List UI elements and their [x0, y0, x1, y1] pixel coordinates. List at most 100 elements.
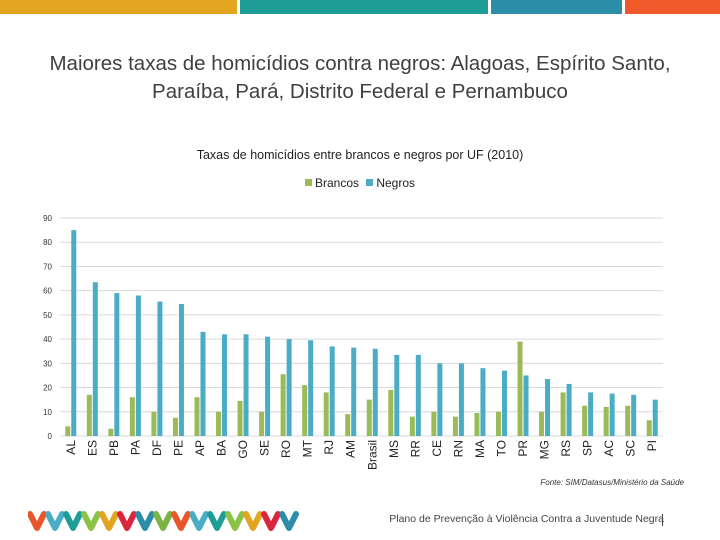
- bar-brancos: [603, 406, 609, 436]
- logo-mark: [207, 511, 227, 531]
- footer-plan-text: Plano de Prevenção à Violência Contra a …: [389, 513, 664, 525]
- bar-negros: [545, 379, 551, 436]
- y-tick-label: 80: [43, 238, 52, 247]
- bar-negros: [351, 347, 357, 436]
- bar-negros: [71, 230, 77, 436]
- bar-negros: [566, 383, 572, 436]
- x-tick-label: ES: [85, 440, 99, 456]
- bar-negros: [178, 303, 184, 436]
- bar-negros: [523, 375, 529, 436]
- legend-item-negros: Negros: [366, 176, 415, 190]
- bar-negros: [157, 301, 163, 436]
- logo-mark: [189, 511, 209, 531]
- bar-brancos: [151, 411, 157, 436]
- bar-negros: [480, 368, 486, 436]
- x-tick-label: MG: [538, 440, 552, 459]
- bar-brancos: [409, 416, 415, 436]
- bar-negros: [308, 340, 314, 436]
- x-tick-label: SC: [624, 440, 638, 457]
- bar-negros: [114, 293, 120, 436]
- bar-brancos: [237, 400, 243, 436]
- bar-brancos: [646, 420, 652, 436]
- bar-negros: [437, 363, 443, 436]
- bar-brancos: [280, 374, 286, 436]
- logo-mark: [28, 511, 47, 531]
- y-tick-label: 70: [43, 262, 52, 271]
- bar-brancos: [539, 411, 545, 436]
- bar-brancos: [302, 385, 308, 436]
- x-tick-label: BA: [215, 440, 229, 456]
- bar-negros: [609, 393, 615, 436]
- bar-negros: [222, 334, 228, 436]
- logo-mark: [225, 511, 245, 531]
- logo-mark: [279, 511, 299, 531]
- bar-brancos: [129, 397, 135, 436]
- bar-brancos: [431, 411, 437, 436]
- x-tick-label: RO: [279, 440, 293, 458]
- y-tick-label: 90: [43, 214, 52, 223]
- logo-mark: [243, 511, 263, 531]
- bar-negros: [415, 354, 421, 436]
- bar-negros: [286, 339, 292, 436]
- bar-negros: [501, 370, 507, 436]
- bar-brancos: [517, 341, 523, 436]
- x-tick-label: SE: [258, 440, 272, 456]
- bar-brancos: [495, 411, 501, 436]
- bar-brancos: [625, 405, 631, 436]
- x-tick-label: TO: [494, 440, 508, 456]
- top-bar-segment: [240, 0, 488, 14]
- y-tick-label: 60: [43, 287, 52, 296]
- logo-mark: [171, 511, 191, 531]
- bar-brancos: [86, 394, 92, 436]
- x-tick-label: AM: [344, 440, 358, 458]
- x-tick-label: PA: [128, 440, 142, 455]
- bar-brancos: [108, 428, 114, 436]
- bar-negros: [588, 392, 594, 436]
- bar-brancos: [388, 389, 394, 436]
- x-tick-label: RS: [559, 440, 573, 457]
- slide-title: Maiores taxas de homicídios contra negro…: [49, 52, 671, 103]
- legend-swatch-negros: [366, 179, 374, 186]
- bar-negros: [631, 394, 637, 436]
- legend-label-brancos: Brancos: [314, 176, 359, 190]
- x-tick-label: MT: [301, 439, 315, 457]
- y-tick-label: 50: [43, 311, 52, 320]
- logo-mark: [261, 511, 281, 531]
- bar-negros: [243, 334, 249, 436]
- bar-negros: [135, 295, 141, 436]
- bar-brancos: [194, 397, 200, 436]
- bar-brancos: [474, 412, 480, 436]
- x-tick-label: DF: [150, 440, 164, 456]
- chart-title: Taxas de homicídios entre brancos e negr…: [196, 148, 524, 162]
- logo-mark: [99, 511, 119, 531]
- logo-mark: [135, 511, 155, 531]
- x-tick-label: RR: [408, 440, 422, 458]
- chart-legend: Brancos Negros: [0, 176, 720, 190]
- bar-negros: [458, 363, 464, 436]
- legend-label-negros: Negros: [376, 176, 416, 190]
- x-tick-label: MS: [387, 440, 401, 458]
- x-tick-label: GO: [236, 440, 250, 459]
- x-tick-label: PR: [516, 440, 530, 457]
- source-note: Fonte: SIM/Datasus/Ministério da Saúde: [540, 478, 684, 487]
- logo-mark: [63, 511, 83, 531]
- x-tick-label: PB: [107, 440, 121, 456]
- x-tick-label: AC: [602, 440, 616, 457]
- bar-brancos: [366, 399, 372, 436]
- top-color-bar: [0, 0, 720, 14]
- legend-swatch-brancos: [304, 179, 312, 186]
- bar-brancos: [452, 416, 458, 436]
- top-bar-segment: [625, 0, 720, 14]
- footer-logo: [28, 511, 299, 531]
- bar-brancos: [345, 414, 351, 436]
- x-tick-label: SP: [581, 440, 595, 456]
- x-tick-label: AL: [64, 440, 78, 455]
- bar-negros: [394, 354, 400, 436]
- x-tick-label: AP: [193, 440, 207, 456]
- bar-brancos: [65, 426, 71, 436]
- x-tick-label: Brasil: [365, 440, 379, 470]
- footer-divider: [662, 514, 663, 526]
- bar-brancos: [323, 392, 329, 436]
- logo-mark: [117, 511, 137, 531]
